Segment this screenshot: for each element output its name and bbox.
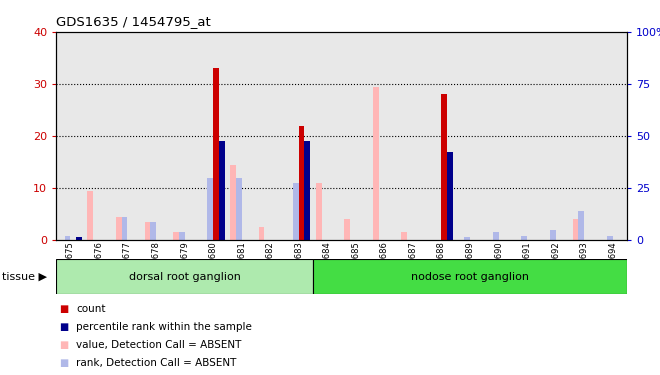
Bar xyxy=(121,217,127,240)
Bar xyxy=(442,94,447,240)
Bar xyxy=(299,126,304,240)
Text: dorsal root ganglion: dorsal root ganglion xyxy=(129,272,240,282)
Text: ■: ■ xyxy=(59,358,69,368)
Bar xyxy=(230,165,236,240)
Text: rank, Detection Call = ABSENT: rank, Detection Call = ABSENT xyxy=(76,358,236,368)
Bar xyxy=(493,232,498,240)
Text: GDS1635 / 1454795_at: GDS1635 / 1454795_at xyxy=(56,15,211,28)
Bar xyxy=(116,217,121,240)
Text: tissue ▶: tissue ▶ xyxy=(2,272,47,282)
Bar xyxy=(179,232,185,240)
Bar xyxy=(236,178,242,240)
Bar xyxy=(145,222,150,240)
Bar xyxy=(573,219,578,240)
Bar xyxy=(607,236,612,240)
Bar xyxy=(316,183,321,240)
Bar xyxy=(464,237,470,240)
Text: nodose root ganglion: nodose root ganglion xyxy=(411,272,529,282)
Bar xyxy=(401,232,407,240)
Bar xyxy=(56,259,313,294)
Bar xyxy=(259,227,265,240)
Bar xyxy=(150,222,156,240)
Bar xyxy=(293,183,299,240)
Bar xyxy=(76,237,82,240)
Bar xyxy=(213,68,219,240)
Text: ■: ■ xyxy=(59,340,69,350)
Bar xyxy=(173,232,179,240)
Bar xyxy=(65,236,71,240)
Bar xyxy=(207,178,213,240)
Bar xyxy=(219,141,224,240)
Bar xyxy=(304,141,310,240)
Bar xyxy=(447,152,453,240)
Bar xyxy=(550,230,556,240)
Text: percentile rank within the sample: percentile rank within the sample xyxy=(76,322,251,332)
Bar xyxy=(88,190,93,240)
Bar xyxy=(313,259,627,294)
Text: ■: ■ xyxy=(59,304,69,314)
Bar xyxy=(578,211,584,240)
Text: count: count xyxy=(76,304,106,314)
Bar xyxy=(345,219,350,240)
Bar xyxy=(373,87,379,240)
Text: value, Detection Call = ABSENT: value, Detection Call = ABSENT xyxy=(76,340,242,350)
Bar xyxy=(521,236,527,240)
Text: ■: ■ xyxy=(59,322,69,332)
